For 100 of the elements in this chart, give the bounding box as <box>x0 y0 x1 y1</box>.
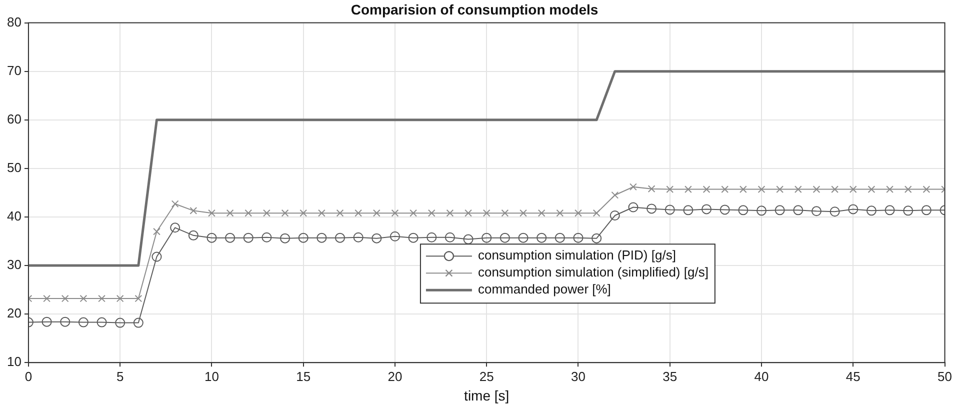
point <box>702 204 712 214</box>
x-tick-label: 15 <box>296 368 311 384</box>
point <box>848 204 858 214</box>
point <box>318 209 326 217</box>
x-tick-label: 45 <box>846 368 860 384</box>
point <box>921 205 932 216</box>
point <box>263 209 270 217</box>
point <box>812 186 820 193</box>
point <box>811 206 822 216</box>
point <box>372 233 382 244</box>
point <box>648 185 656 192</box>
point <box>426 232 437 242</box>
point <box>463 234 474 244</box>
x-tick-label: 5 <box>116 368 124 384</box>
x-tick-label: 50 <box>938 368 952 384</box>
point <box>886 186 894 193</box>
point <box>756 206 767 216</box>
y-tick-label: 80 <box>6 14 22 30</box>
point <box>793 205 804 216</box>
point <box>774 205 785 216</box>
point <box>740 186 747 193</box>
point <box>664 204 675 215</box>
point <box>190 206 198 214</box>
point <box>866 206 876 216</box>
point <box>225 232 236 243</box>
point <box>556 209 564 217</box>
legend-label: consumption simulation (PID) [g/s] <box>478 248 676 263</box>
point <box>520 209 527 217</box>
point <box>98 294 106 302</box>
point <box>794 186 802 193</box>
point <box>281 209 289 217</box>
point <box>171 200 179 208</box>
point <box>444 232 455 242</box>
point <box>226 209 234 217</box>
point <box>96 317 107 328</box>
x-tick-label: 30 <box>571 368 586 384</box>
point <box>830 206 840 217</box>
point <box>354 209 362 217</box>
point <box>188 230 198 240</box>
y-tick-label: 70 <box>6 62 22 78</box>
point <box>903 206 914 216</box>
point <box>611 191 619 199</box>
point <box>868 186 876 193</box>
point <box>133 318 144 328</box>
legend-label: commanded power [%] <box>478 282 611 297</box>
x-tick-label: 35 <box>662 368 678 384</box>
point <box>554 232 565 243</box>
point <box>758 186 766 193</box>
point <box>646 204 657 214</box>
point <box>280 233 290 244</box>
legend-label: consumption simulation (simplified) [g/s] <box>478 264 708 280</box>
y-tick-label: 40 <box>6 208 22 224</box>
point <box>42 316 52 327</box>
point <box>410 209 417 217</box>
point <box>500 232 510 243</box>
point <box>335 232 346 243</box>
point <box>922 186 930 193</box>
point <box>464 209 472 217</box>
point <box>684 186 692 193</box>
x-tick-label: 20 <box>388 368 402 384</box>
point <box>372 209 380 217</box>
point <box>336 209 344 217</box>
point <box>610 210 620 221</box>
point <box>501 209 509 217</box>
point <box>116 294 124 302</box>
point <box>904 186 912 193</box>
point <box>884 205 895 216</box>
point <box>243 232 254 243</box>
point <box>208 209 216 217</box>
point <box>536 232 547 243</box>
point <box>831 186 838 193</box>
point <box>849 186 857 193</box>
point <box>170 222 180 233</box>
point <box>428 209 436 217</box>
point <box>152 252 162 262</box>
point <box>300 209 308 217</box>
x-tick-label: 0 <box>24 368 32 384</box>
point <box>738 205 748 216</box>
point <box>61 294 69 302</box>
point <box>666 186 674 193</box>
point <box>482 209 490 217</box>
chart-title: Comparision of consumption models <box>350 1 598 18</box>
x-tick-label: 40 <box>754 368 769 384</box>
point <box>446 209 454 217</box>
point <box>153 228 160 236</box>
point <box>538 209 546 217</box>
point <box>702 186 710 193</box>
point <box>482 232 492 243</box>
point <box>390 231 400 242</box>
point <box>592 233 602 244</box>
point <box>80 294 88 302</box>
point <box>721 186 729 193</box>
point <box>720 204 730 215</box>
point <box>60 316 70 327</box>
point <box>573 232 584 243</box>
point <box>353 232 364 242</box>
y-tick-label: 30 <box>6 257 22 272</box>
y-tick-label: 20 <box>6 306 22 321</box>
x-tick-label: 25 <box>479 368 494 384</box>
point <box>592 209 600 217</box>
